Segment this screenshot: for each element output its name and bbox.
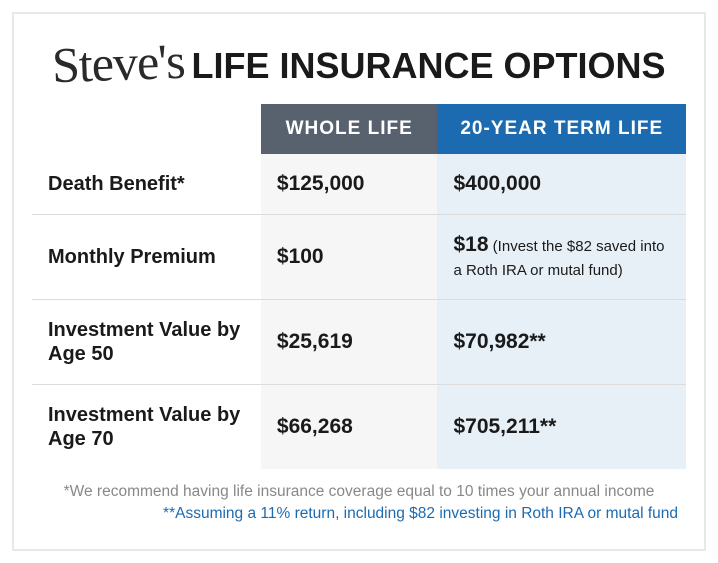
table-row: Death Benefit* $125,000 $400,000: [32, 154, 686, 215]
header-term-life: 20-YEAR TERM LIFE: [437, 104, 686, 154]
header-whole-life: WHOLE LIFE: [261, 104, 438, 154]
row-label: Investment Value by Age 70: [32, 385, 261, 470]
insurance-comparison-card: Steve's LIFE INSURANCE OPTIONS WHOLE LIF…: [12, 12, 706, 551]
row-label: Death Benefit*: [32, 154, 261, 215]
footnote-2: **Assuming a 11% return, including $82 i…: [32, 505, 686, 523]
title-main: LIFE INSURANCE OPTIONS: [191, 45, 665, 87]
row-value-a: $25,619: [261, 300, 438, 385]
header-blank: [32, 104, 261, 154]
table-row: Investment Value by Age 70 $66,268 $705,…: [32, 385, 686, 470]
row-value-a: $125,000: [261, 154, 438, 215]
comparison-table: WHOLE LIFE 20-YEAR TERM LIFE Death Benef…: [32, 104, 686, 469]
title-script: Steve's: [51, 32, 186, 95]
row-value-b: $400,000: [437, 154, 686, 215]
table-row: Investment Value by Age 50 $25,619 $70,9…: [32, 300, 686, 385]
row-value-b: $70,982**: [437, 300, 686, 385]
title: Steve's LIFE INSURANCE OPTIONS: [32, 32, 686, 90]
row-value-b: $705,211**: [437, 385, 686, 470]
row-label: Investment Value by Age 50: [32, 300, 261, 385]
row-value-b: $18 (Invest the $82 saved into a Roth IR…: [437, 215, 686, 300]
row-label: Monthly Premium: [32, 215, 261, 300]
table-row: Monthly Premium $100 $18 (Invest the $82…: [32, 215, 686, 300]
row-value-a: $66,268: [261, 385, 438, 470]
footnote-1: *We recommend having life insurance cove…: [32, 483, 686, 501]
footnotes: *We recommend having life insurance cove…: [32, 483, 686, 523]
row-value-a: $100: [261, 215, 438, 300]
